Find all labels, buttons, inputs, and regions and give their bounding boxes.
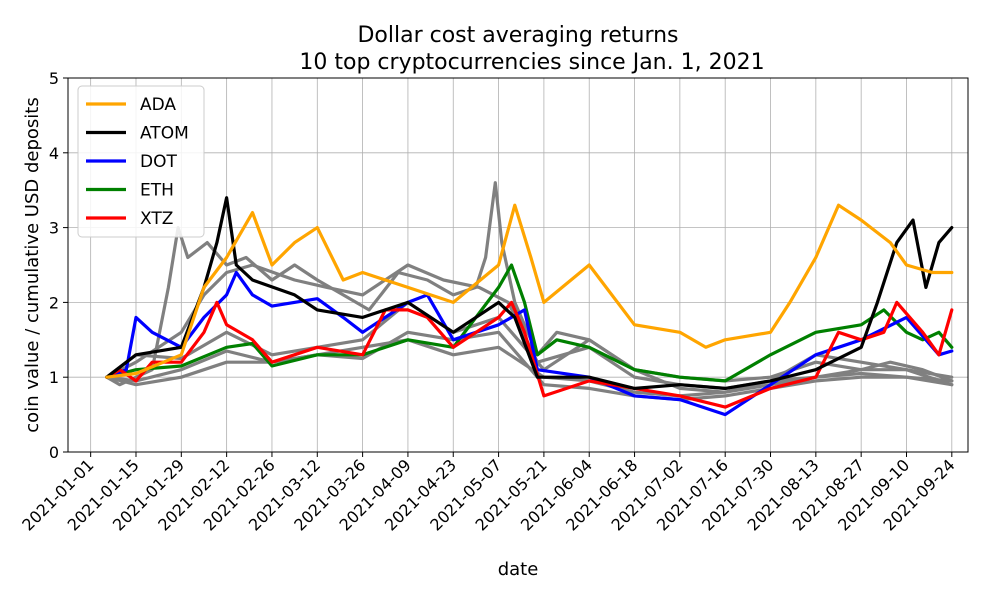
- legend: ADA ATOM DOT ETH XTZ: [77, 85, 205, 238]
- y-axis-label: coin value / cumulative USD deposits: [22, 97, 43, 432]
- legend-box: [77, 85, 205, 238]
- legend-label-eth: ETH: [140, 181, 174, 201]
- plot-frame: [67, 77, 969, 453]
- series-line-eth: [105, 263, 954, 383]
- series-lines: [105, 181, 954, 417]
- series-line-xtz: [105, 300, 954, 409]
- legend-label-ada: ADA: [140, 95, 176, 115]
- chart-subtitle: 10 top cryptocurrencies since Jan. 1, 20…: [299, 50, 764, 75]
- series-line-unlabeled: [105, 263, 954, 390]
- y-tick-label: 5: [49, 69, 59, 88]
- series-line-atom: [105, 196, 954, 390]
- y-axis-ticks: 0 1 2 3 4 5: [49, 69, 68, 462]
- y-tick-label: 2: [49, 293, 59, 312]
- series-line-unlabeled: [105, 330, 954, 402]
- legend-label-atom: ATOM: [140, 124, 189, 144]
- legend-label-dot: DOT: [140, 152, 177, 172]
- chart-title: Dollar cost averaging returns: [357, 23, 678, 48]
- y-tick-label: 1: [49, 368, 59, 387]
- y-tick-label: 4: [49, 144, 59, 163]
- x-axis-ticks: 2021-01-012021-01-152021-01-292021-02-12…: [18, 452, 959, 535]
- y-tick-label: 0: [49, 443, 59, 462]
- x-axis-label: date: [498, 559, 539, 580]
- legend-label-xtz: XTZ: [140, 209, 173, 229]
- series-line-ada: [105, 203, 954, 379]
- y-tick-label: 3: [49, 219, 59, 238]
